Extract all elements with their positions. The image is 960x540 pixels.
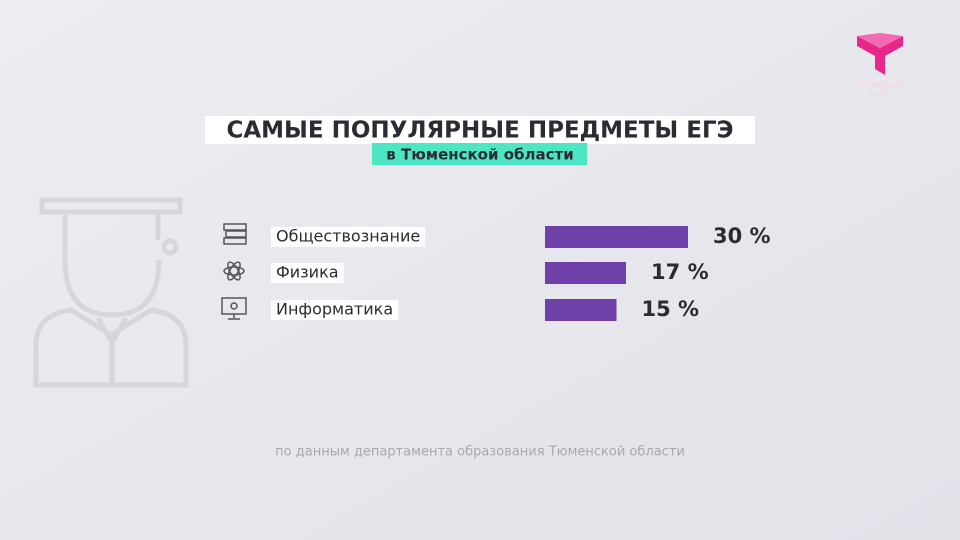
category-label: Обществознание bbox=[276, 227, 420, 246]
bar bbox=[545, 299, 617, 321]
bar bbox=[545, 262, 627, 284]
source-note: по данным департамента образования Тюмен… bbox=[275, 445, 685, 460]
category-label: Информатика bbox=[276, 300, 393, 319]
category-label: Физика bbox=[276, 263, 339, 282]
logo: ТЮМЕНСКОЕ ВРЕМЯ bbox=[855, 33, 904, 98]
chart-subtitle: в Тюменской области bbox=[386, 146, 573, 164]
graduate-icon bbox=[33, 197, 189, 388]
category-box bbox=[271, 263, 344, 283]
category-icons bbox=[221, 223, 247, 320]
logo-text: ВРЕМЯ bbox=[868, 90, 892, 98]
value-label: 17 % bbox=[651, 260, 709, 284]
title-box bbox=[205, 116, 755, 144]
category-box bbox=[271, 227, 426, 247]
value-label: 30 % bbox=[713, 224, 771, 248]
logo-text: ТЮМЕНСКОЕ bbox=[855, 81, 903, 89]
chart-title: САМЫЕ ПОПУЛЯРНЫЕ ПРЕДМЕТЫ ЕГЭ bbox=[226, 118, 733, 144]
category-box bbox=[271, 300, 399, 320]
subtitle-box bbox=[372, 143, 587, 165]
value-label: 15 % bbox=[642, 297, 700, 321]
bar bbox=[545, 226, 688, 248]
